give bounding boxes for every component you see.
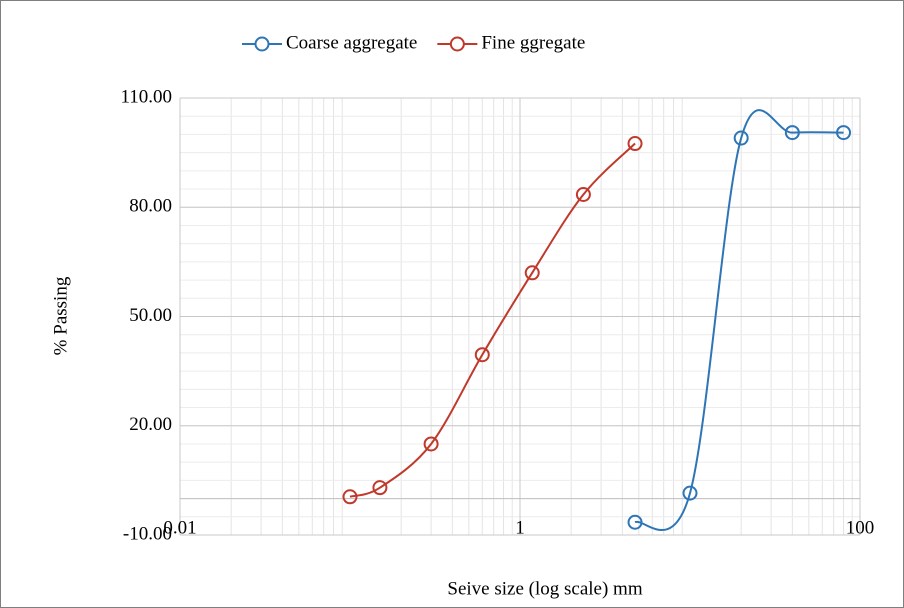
- data-point: [372, 480, 388, 496]
- x-tick-label: 1: [515, 517, 525, 538]
- data-point: [627, 514, 643, 530]
- legend-label: Coarse aggregate: [286, 32, 417, 53]
- series-line: [634, 109, 844, 531]
- y-tick-label: 80.00: [129, 196, 172, 217]
- series-line: [349, 142, 636, 498]
- data-point: [342, 489, 358, 505]
- y-tick-label: -10.00: [123, 523, 172, 544]
- legend-marker: [449, 36, 465, 52]
- data-point: [733, 130, 749, 146]
- data-point: [784, 125, 800, 141]
- data-point: [474, 347, 490, 363]
- legend-marker: [254, 36, 270, 52]
- data-point: [836, 125, 852, 141]
- y-tick-label: 110.00: [120, 86, 172, 107]
- data-point: [575, 187, 591, 203]
- data-point: [682, 485, 698, 501]
- data-point: [524, 265, 540, 281]
- y-axis-label: % Passing: [50, 276, 71, 355]
- legend-label: Fine ggregate: [481, 32, 585, 53]
- x-axis-label: Seive size (log scale) mm: [447, 578, 642, 599]
- data-point: [627, 136, 643, 152]
- y-tick-label: 50.00: [129, 305, 172, 326]
- data-point: [423, 436, 439, 452]
- x-tick-label: 100: [846, 517, 875, 538]
- x-tick-label: 0.01: [163, 517, 196, 538]
- y-tick-label: 20.00: [129, 414, 172, 435]
